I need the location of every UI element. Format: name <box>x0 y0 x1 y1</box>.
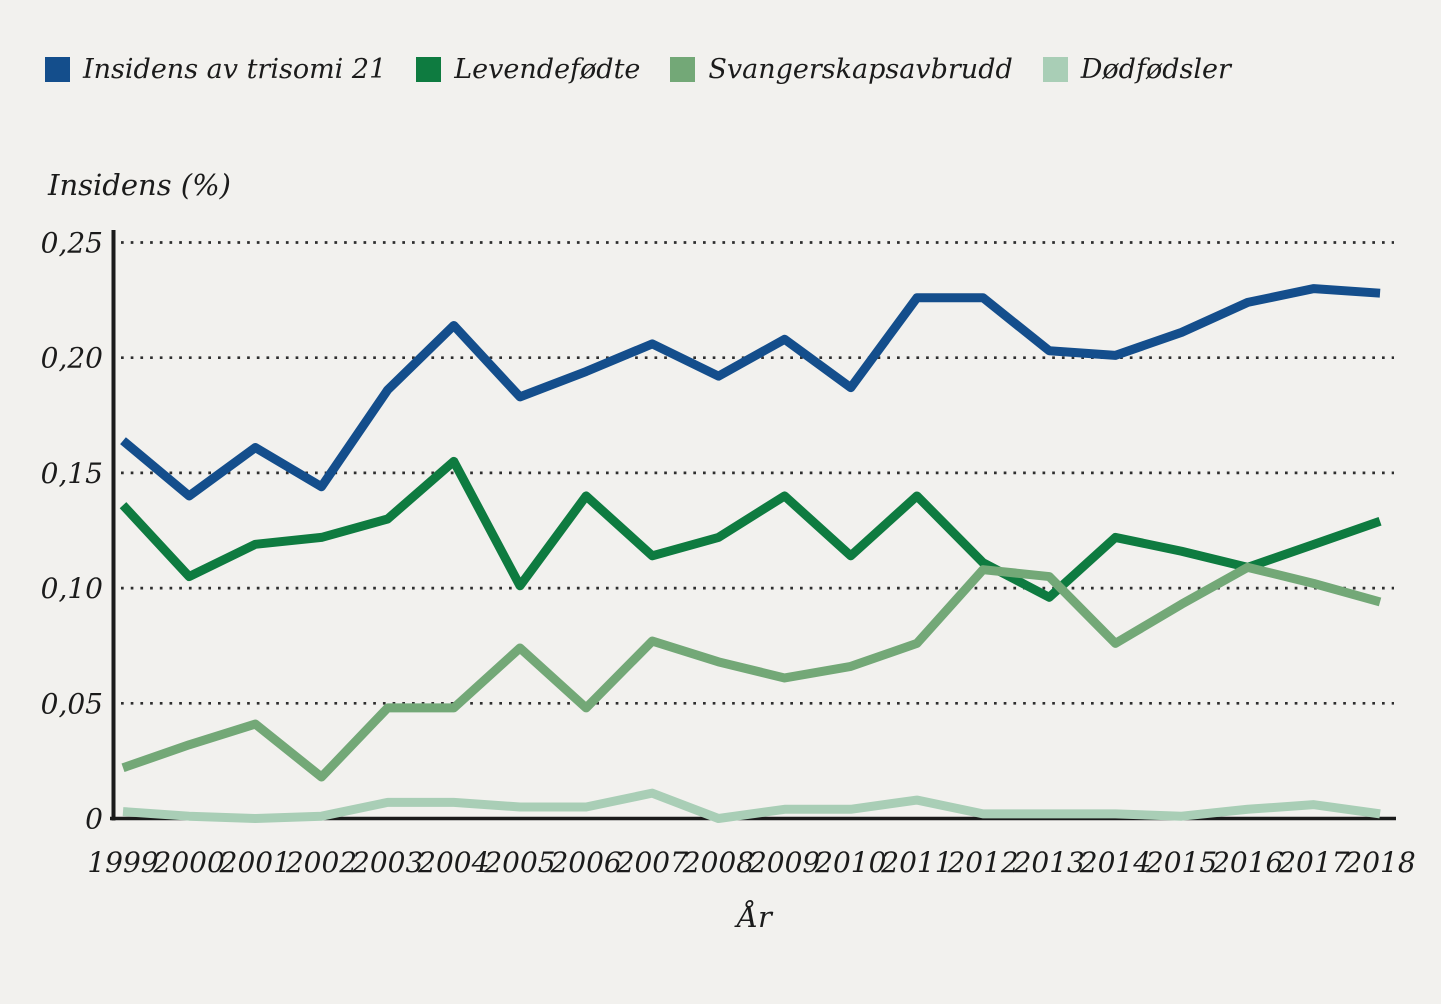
x-tick-label-2004: 2004 <box>417 846 489 879</box>
x-tick-label-2011: 2011 <box>880 846 952 879</box>
x-tick-label-2009: 2009 <box>748 846 820 879</box>
legend-item-svangerskapsavbrudd: Svangerskapsavbrudd <box>670 54 1013 85</box>
x-tick-label-2002: 2002 <box>285 846 357 879</box>
y-tick-label-0: 0 <box>85 803 103 836</box>
series-line-svangerskapsavbrudd <box>121 562 1382 782</box>
medium-green-square-swatch-icon <box>670 57 696 82</box>
x-tick-label-2005: 2005 <box>483 846 555 879</box>
y-axis-title: Insidens (%) <box>48 168 231 202</box>
x-tick-label-2013: 2013 <box>1013 846 1085 879</box>
x-axis-title: År <box>737 900 772 934</box>
y-tick-label-0,20: 0,20 <box>41 342 103 375</box>
series-line-levendef-dte <box>119 456 1382 602</box>
series-line-d-df-dsler <box>122 788 1381 823</box>
x-tick-label-2016: 2016 <box>1211 846 1283 879</box>
x-tick-label-2000: 2000 <box>153 846 225 879</box>
x-tick-label-2012: 2012 <box>946 846 1018 879</box>
legend-label: Insidens av trisomi 21 <box>83 54 387 85</box>
legend-item-insidens-av-trisomi-21: Insidens av trisomi 21 <box>45 54 386 85</box>
legend-label: Svangerskapsavbrudd <box>708 54 1013 85</box>
chart-legend: Insidens av trisomi 21 Levendefødte Svange… <box>45 54 1231 85</box>
legend-item-d-df-dsler: Dødfødsler <box>1042 54 1231 85</box>
x-tick-label-2003: 2003 <box>351 846 423 879</box>
light-green-square-swatch-icon <box>1042 57 1068 82</box>
x-tick-label-2010: 2010 <box>814 846 886 879</box>
y-tick-label-0,15: 0,15 <box>41 457 103 490</box>
legend-item-levendef-dte: Levendefødte <box>416 54 640 85</box>
x-tick-label-2007: 2007 <box>616 846 688 879</box>
legend-label: Levendefødte <box>454 54 641 85</box>
dark-green-square-swatch-icon <box>416 57 442 82</box>
x-tick-label-2001: 2001 <box>219 846 291 879</box>
series-line-insidens-av-trisomi-21 <box>120 284 1381 501</box>
legend-label: Dødfødsler <box>1080 54 1231 85</box>
y-tick-label-0,25: 0,25 <box>41 227 103 260</box>
x-tick-label-1999: 1999 <box>87 846 158 879</box>
blue-square-swatch-icon <box>45 57 70 82</box>
x-tick-label-2017: 2017 <box>1277 846 1349 879</box>
x-tick-label-2006: 2006 <box>549 846 621 879</box>
x-tick-label-2014: 2014 <box>1079 846 1151 879</box>
x-tick-label-2015: 2015 <box>1145 846 1217 879</box>
x-tick-label-2018: 2018 <box>1343 846 1415 879</box>
x-tick-label-2008: 2008 <box>682 846 754 879</box>
y-tick-label-0,05: 0,05 <box>41 687 103 720</box>
y-tick-label-0,10: 0,10 <box>41 572 103 605</box>
